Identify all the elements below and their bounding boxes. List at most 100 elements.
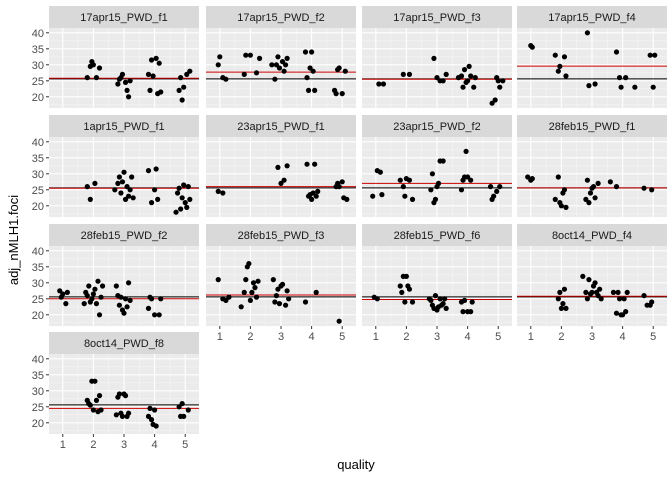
data-point <box>432 196 439 202</box>
data-point <box>468 177 474 183</box>
data-point <box>315 188 321 194</box>
data-point <box>624 289 630 295</box>
data-point <box>344 196 350 202</box>
data-point <box>147 405 153 411</box>
data-point <box>607 179 613 185</box>
y-tick-label: 35 <box>32 262 44 274</box>
data-point <box>179 97 185 103</box>
data-point <box>220 190 226 196</box>
data-point <box>616 296 623 302</box>
data-point <box>615 289 621 295</box>
data-point <box>226 294 232 300</box>
data-point <box>471 84 477 90</box>
data-point <box>302 49 309 55</box>
data-point <box>304 75 310 81</box>
data-point <box>184 204 190 210</box>
data-point <box>406 177 413 183</box>
data-point <box>121 169 127 175</box>
y-tick-label: 25 <box>32 76 44 88</box>
data-point <box>443 71 449 77</box>
data-point <box>116 174 123 180</box>
data-point <box>127 297 133 303</box>
y-tick-label: 30 <box>32 60 44 72</box>
data-point <box>429 171 436 177</box>
data-point <box>150 73 156 79</box>
data-point <box>93 75 100 81</box>
data-point <box>529 44 535 50</box>
data-point <box>313 193 319 199</box>
data-point <box>148 200 155 206</box>
data-point <box>95 278 101 284</box>
y-tick-label: 30 <box>32 386 44 398</box>
data-point <box>118 190 124 196</box>
data-point <box>458 187 465 193</box>
data-point <box>119 179 126 185</box>
data-point <box>560 301 566 307</box>
y-tick-label: 40 <box>32 137 44 149</box>
y-tick-label: 20 <box>32 92 44 104</box>
data-point <box>130 195 136 201</box>
data-point <box>440 301 446 307</box>
data-point <box>558 203 564 209</box>
x-tick-label: 4 <box>465 331 471 343</box>
data-point <box>402 193 408 199</box>
data-point <box>90 291 96 297</box>
x-tick-label: 2 <box>558 331 564 343</box>
facet-title: 17apr15_PWD_f4 <box>548 12 635 24</box>
data-point <box>64 289 70 295</box>
data-point <box>84 75 90 81</box>
x-tick-label: 1 <box>217 331 223 343</box>
data-point <box>339 91 345 97</box>
y-tick-label: 25 <box>32 185 44 197</box>
data-point <box>252 285 258 291</box>
data-point <box>119 71 126 77</box>
data-point <box>122 296 129 302</box>
data-point <box>313 289 319 295</box>
data-point <box>557 289 563 295</box>
data-point <box>276 65 283 71</box>
data-point <box>272 299 278 305</box>
data-point <box>641 293 647 299</box>
data-point <box>145 71 152 77</box>
x-tick-label: 2 <box>403 331 409 343</box>
data-point <box>124 304 130 310</box>
data-point <box>147 87 153 93</box>
data-point <box>238 304 244 310</box>
data-point <box>443 305 449 311</box>
data-point <box>431 55 437 62</box>
facet-strip <box>206 224 356 246</box>
y-tick-label: 20 <box>32 310 44 322</box>
data-point <box>563 305 569 311</box>
data-point <box>440 78 446 84</box>
data-point <box>529 176 535 182</box>
data-point <box>592 195 598 201</box>
data-point <box>124 87 130 93</box>
data-point <box>465 78 471 84</box>
data-point <box>92 378 98 384</box>
data-point <box>435 180 442 186</box>
data-point <box>380 81 387 87</box>
data-point <box>428 297 434 303</box>
data-point <box>583 289 589 295</box>
data-point <box>81 301 87 307</box>
data-point <box>402 299 408 305</box>
data-point <box>284 55 290 62</box>
data-point <box>586 200 592 206</box>
data-point <box>176 185 182 191</box>
data-point <box>241 289 247 295</box>
data-point <box>84 184 90 190</box>
x-tick-label: 1 <box>528 331 534 343</box>
x-tick-label: 3 <box>121 439 127 451</box>
data-point <box>595 180 601 186</box>
data-point <box>247 52 253 58</box>
data-point <box>281 177 287 183</box>
data-point <box>112 187 118 193</box>
data-point <box>243 52 249 58</box>
data-point <box>156 60 162 66</box>
data-point <box>152 312 158 318</box>
data-point <box>309 49 315 55</box>
data-point <box>584 30 591 36</box>
data-point <box>397 177 403 183</box>
data-point <box>461 297 468 303</box>
